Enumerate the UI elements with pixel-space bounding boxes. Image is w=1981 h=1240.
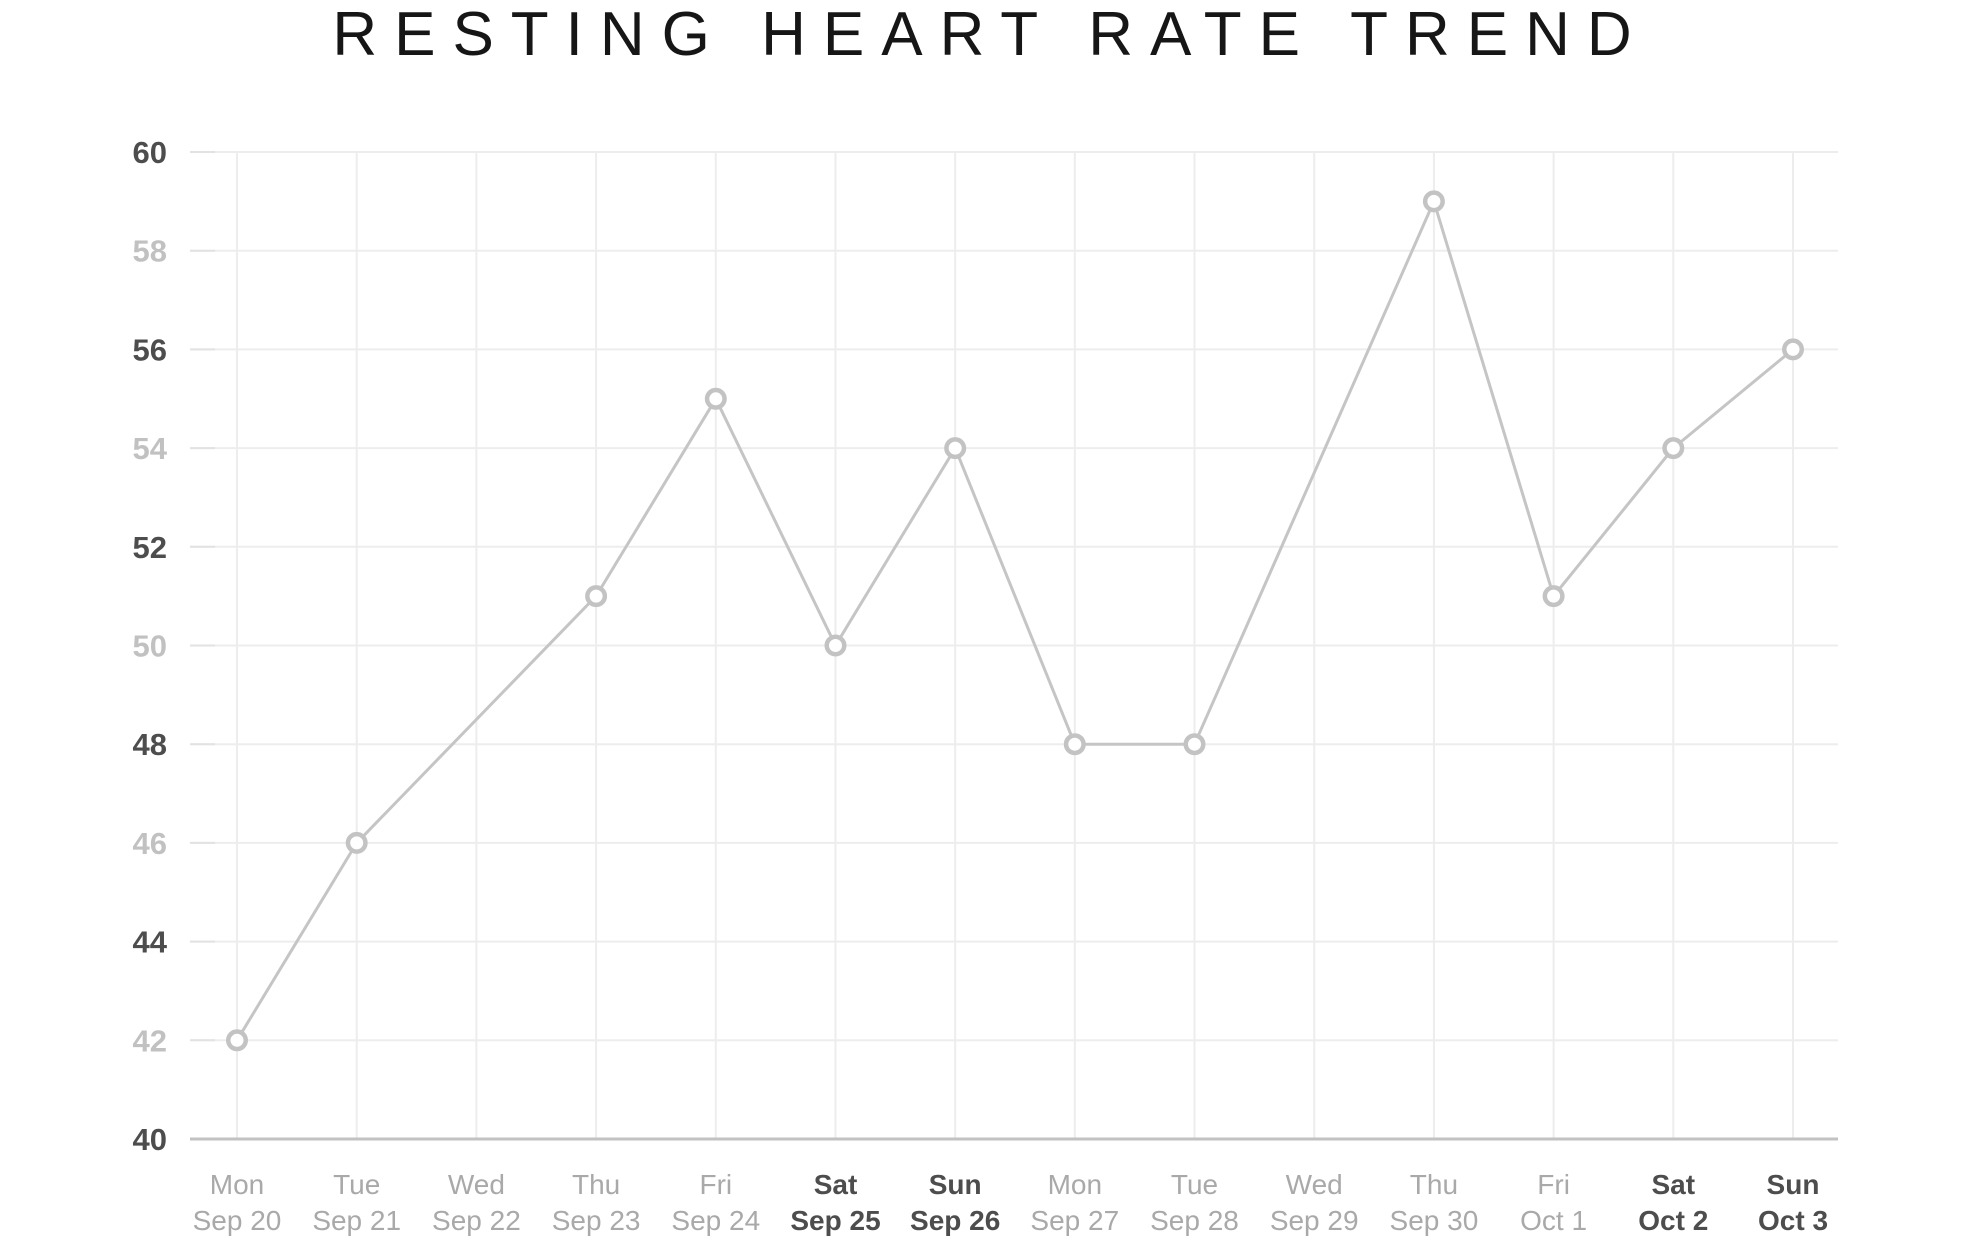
x-axis-day-label: Mon <box>1048 1169 1102 1200</box>
data-point-marker <box>1542 585 1565 608</box>
x-axis-date-label: Sep 21 <box>312 1205 401 1236</box>
data-point-marker <box>1662 437 1685 460</box>
data-point-marker <box>824 634 847 657</box>
x-axis-day-label: Wed <box>1286 1169 1343 1200</box>
x-axis-day-label: Fri <box>1537 1169 1570 1200</box>
x-axis-day-label: Sat <box>814 1169 858 1200</box>
x-axis-date-label: Sep 20 <box>193 1205 282 1236</box>
y-axis-tick-label: 40 <box>133 1122 167 1157</box>
x-axis-day-label: Sun <box>929 1169 982 1200</box>
x-axis-day-label: Tue <box>333 1169 380 1200</box>
x-axis-day-label: Sun <box>1767 1169 1820 1200</box>
y-axis-tick-label: 52 <box>133 530 167 565</box>
x-axis-day-label: Mon <box>210 1169 264 1200</box>
y-axis-tick-label: 54 <box>133 431 168 466</box>
x-axis-date-label: Sep 27 <box>1030 1205 1119 1236</box>
x-axis-day-label: Thu <box>1410 1169 1458 1200</box>
y-axis-tick-label: 50 <box>133 629 167 664</box>
x-axis-date-label: Sep 28 <box>1150 1205 1239 1236</box>
x-axis-date-label: Sep 23 <box>552 1205 641 1236</box>
x-axis-day-label: Sat <box>1652 1169 1696 1200</box>
data-point-marker <box>345 831 368 854</box>
x-axis-day-label: Tue <box>1171 1169 1218 1200</box>
data-point-marker <box>226 1029 248 1052</box>
data-point-marker <box>585 585 608 608</box>
x-axis-day-label: Fri <box>699 1169 732 1200</box>
data-point-marker <box>704 387 727 410</box>
data-point-marker <box>1183 733 1206 756</box>
x-axis-date-label: Oct 1 <box>1520 1205 1587 1236</box>
y-axis-tick-label: 48 <box>133 727 167 762</box>
x-axis-date-label: Sep 29 <box>1270 1205 1359 1236</box>
x-axis-date-label: Sep 22 <box>432 1205 521 1236</box>
x-axis-date-label: Sep 26 <box>910 1205 1000 1236</box>
y-axis-tick-label: 44 <box>133 925 168 960</box>
data-point-marker <box>1422 190 1445 213</box>
x-axis-date-label: Sep 24 <box>671 1205 760 1236</box>
x-axis-date-label: Oct 3 <box>1758 1205 1828 1236</box>
data-point-marker <box>944 437 967 460</box>
x-axis-date-label: Sep 30 <box>1390 1205 1479 1236</box>
data-point-marker <box>1063 733 1086 756</box>
data-line <box>235 199 1795 1042</box>
y-axis-tick-label: 42 <box>133 1023 167 1058</box>
x-axis-day-label: Thu <box>572 1169 620 1200</box>
y-axis-tick-label: 46 <box>133 826 167 861</box>
data-point-marker <box>1782 338 1804 361</box>
y-axis-tick-label: 60 <box>133 135 167 170</box>
x-axis-date-label: Sep 25 <box>790 1205 880 1236</box>
y-axis-tick-label: 58 <box>133 234 167 269</box>
chart-title: RESTING HEART RATE TREND <box>332 0 1649 69</box>
y-axis-tick-label: 56 <box>133 332 167 367</box>
x-axis-day-label: Wed <box>448 1169 505 1200</box>
x-axis-date-label: Oct 2 <box>1638 1205 1708 1236</box>
